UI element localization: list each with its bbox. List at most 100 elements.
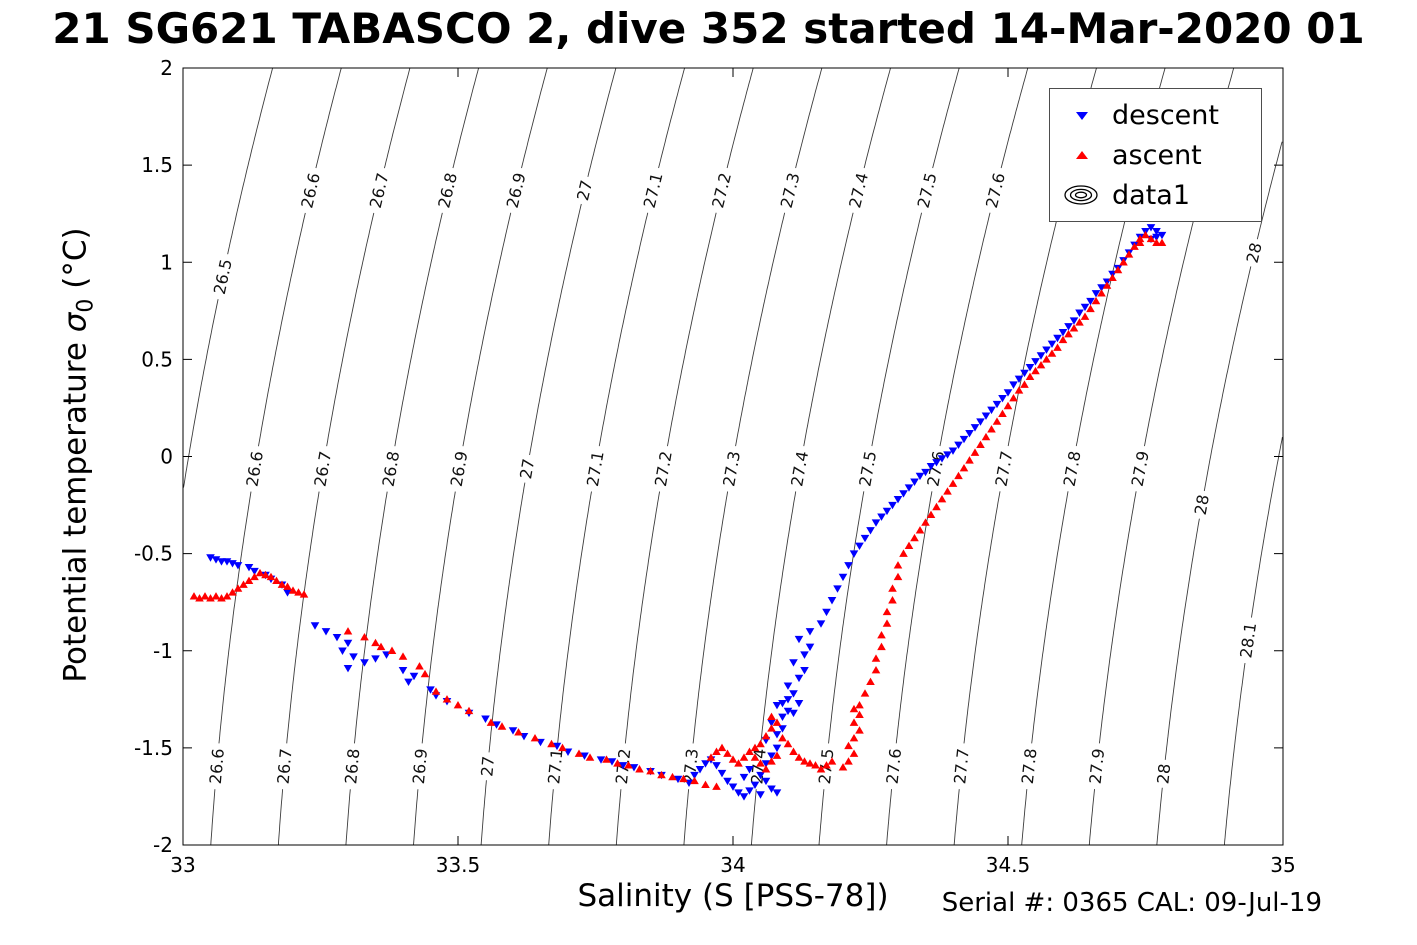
descent-marker [871, 519, 881, 527]
ascent-marker [1141, 230, 1150, 239]
descent-marker [629, 764, 639, 772]
ascent-marker [750, 753, 760, 761]
ascent-marker [849, 704, 859, 713]
descent-marker [233, 562, 243, 570]
ascent-marker [976, 440, 985, 449]
descent-marker [794, 635, 804, 644]
ascent-marker [915, 526, 925, 534]
ascent-marker [877, 642, 886, 651]
descent-marker [1152, 227, 1161, 236]
svg-text:26.6: 26.6 [242, 450, 267, 488]
ascent-marker [200, 592, 210, 600]
contour-label: 27.1 [543, 742, 568, 791]
legend-entry-descent: descent [1050, 95, 1261, 135]
ascent-marker [981, 432, 991, 441]
descent-marker [838, 573, 848, 582]
ascent-marker [668, 772, 677, 781]
descent-marker [745, 766, 754, 774]
descent-marker [343, 639, 353, 648]
descent-marker [910, 478, 919, 486]
ascent-marker [530, 733, 540, 742]
svg-text:27.9: 27.9 [1086, 747, 1109, 784]
ascent-marker [1009, 394, 1018, 402]
y-tick-label: 1 [160, 250, 173, 274]
descent-marker [921, 468, 930, 477]
ascent-marker [376, 642, 386, 651]
ascent-marker [277, 580, 287, 588]
ascent-marker [250, 572, 259, 581]
ascent-marker [343, 627, 353, 635]
ascent-marker [398, 652, 408, 660]
ascent-marker [1135, 238, 1145, 247]
contour-label: 26.5 [208, 252, 237, 302]
ascent-marker [497, 722, 507, 730]
ascent-marker [1042, 355, 1051, 363]
descent-marker-icon [1050, 103, 1112, 127]
ascent-marker [294, 588, 303, 596]
ascent-marker [602, 755, 611, 763]
descent-marker [899, 490, 908, 498]
contour-label: 26.7 [273, 742, 297, 791]
ascent-marker [679, 774, 688, 783]
ascent-marker [838, 763, 848, 771]
ascent-marker [690, 776, 699, 785]
ascent-marker [794, 753, 804, 761]
ascent-marker [261, 570, 270, 579]
descent-marker [206, 554, 215, 562]
ascent-marker [1058, 335, 1068, 344]
descent-marker [1025, 363, 1035, 372]
ascent-marker [464, 706, 474, 715]
contour-label: 27.5 [854, 444, 882, 494]
ascent-marker [206, 594, 215, 602]
descent-marker [717, 769, 727, 778]
ascent-marker [899, 549, 908, 557]
ascent-marker [217, 594, 226, 602]
descent-marker [310, 622, 320, 630]
x-tick-label: 35 [1270, 853, 1295, 877]
x-axis-label: Salinity (S [PSS-78]) [577, 878, 889, 914]
ascent-marker [1119, 258, 1128, 266]
svg-text:27.2: 27.2 [651, 450, 676, 488]
ascent-marker [888, 584, 897, 592]
contour-label: 26.7 [309, 444, 336, 494]
ascent-marker [1080, 312, 1090, 320]
descent-marker [371, 655, 380, 663]
ascent-marker [233, 584, 243, 592]
ascent-marker [1152, 238, 1161, 247]
y-tick-label: -1 [153, 639, 173, 663]
ascent-marker [772, 718, 782, 726]
ascent-marker [1135, 234, 1145, 243]
legend-entry-data1: data1 [1050, 175, 1261, 215]
ascent-points [189, 230, 1167, 790]
ascent-marker [1091, 296, 1101, 305]
descent-marker [1009, 381, 1018, 389]
ascent-marker [420, 669, 430, 678]
contour-label: 26.9 [501, 165, 531, 215]
contour-label: 27.7 [990, 444, 1018, 494]
svg-text:28: 28 [1191, 493, 1213, 516]
ascent-marker [844, 741, 853, 750]
descent-marker [618, 762, 628, 770]
descent-marker [360, 659, 369, 667]
descent-marker [244, 564, 254, 572]
descent-marker [750, 781, 760, 789]
descent-marker [1075, 309, 1084, 317]
ascent-marker [893, 561, 903, 569]
svg-text:28: 28 [1242, 241, 1265, 265]
ascent-marker [739, 753, 749, 761]
ascent-marker [756, 739, 765, 748]
descent-marker [321, 628, 331, 636]
svg-text:27.3: 27.3 [719, 450, 744, 488]
ascent-marker [959, 463, 969, 472]
descent-marker [976, 418, 985, 426]
legend-entry-ascent: ascent [1050, 135, 1261, 175]
contour-label: 26.6 [241, 444, 268, 494]
contour-label: 26.8 [433, 165, 463, 215]
ascent-marker [822, 761, 831, 769]
descent-marker [987, 406, 996, 415]
descent-marker [492, 721, 501, 729]
ascent-marker [431, 687, 441, 695]
descent-marker [756, 771, 765, 780]
ascent-marker [728, 755, 738, 763]
descent-marker [596, 756, 606, 764]
